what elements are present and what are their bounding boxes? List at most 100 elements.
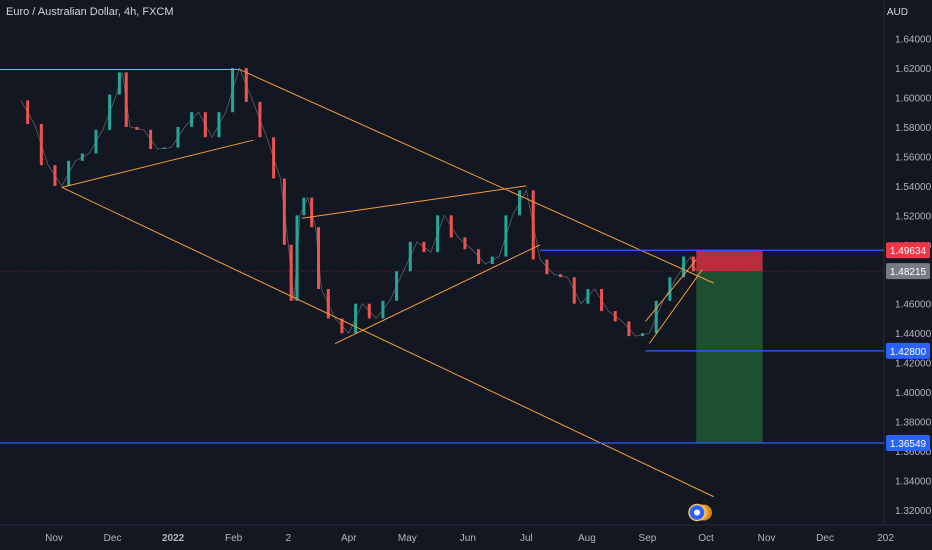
price-candle	[295, 215, 299, 301]
y-tick-label: 1.32000	[895, 506, 932, 517]
trend-line[interactable]	[648, 269, 703, 344]
x-tick-label: Feb	[225, 533, 243, 544]
y-tick-label: 1.56000	[895, 152, 932, 163]
price-candle	[545, 259, 549, 275]
price-candle	[691, 256, 695, 272]
price-candle	[463, 237, 467, 250]
stop-loss-zone[interactable]	[696, 250, 763, 272]
x-tick-label: Jun	[460, 533, 476, 544]
price-candle	[449, 215, 453, 238]
price-candle	[641, 333, 645, 337]
price-candle	[381, 300, 385, 319]
price-candle	[80, 153, 84, 161]
price-path	[20, 66, 697, 337]
price-candle	[231, 68, 235, 113]
price-label-text: 1.42800	[890, 347, 927, 358]
price-candle	[518, 190, 522, 216]
price-candle	[682, 256, 686, 278]
price-candle	[302, 197, 306, 216]
price-label-box	[886, 434, 930, 451]
currency-label: AUD	[886, 7, 908, 18]
price-label-box	[886, 342, 930, 359]
x-tick-label: Jul	[520, 533, 533, 544]
x-tick-label: Oct	[698, 533, 714, 544]
price-candle	[354, 303, 358, 334]
x-tick-label: Dec	[104, 533, 122, 544]
x-tick-label: 2	[285, 533, 291, 544]
price-candle	[258, 101, 262, 138]
price-candle	[203, 112, 207, 138]
price-label-text: 1.36549	[890, 439, 927, 450]
trend-line[interactable]	[239, 69, 715, 284]
y-tick-label: 1.36000	[895, 447, 932, 458]
trend-line[interactable]	[61, 139, 254, 188]
x-tick-label: Apr	[341, 533, 357, 544]
x-tick-label: Nov	[45, 533, 63, 544]
price-candle	[244, 68, 248, 102]
price-candle	[108, 94, 112, 130]
y-tick-label: 1.46000	[895, 300, 932, 311]
price-candle	[600, 289, 604, 312]
x-tick-label: Dec	[816, 533, 834, 544]
y-tick-label: 1.44000	[895, 329, 932, 340]
price-candle	[559, 274, 563, 278]
price-candle	[586, 289, 590, 304]
x-tick-label: Nov	[758, 533, 776, 544]
trend-line[interactable]	[301, 185, 527, 219]
y-tick-label: 1.60000	[895, 93, 932, 104]
take-profit-zone[interactable]	[696, 271, 763, 443]
y-tick-label: 1.34000	[895, 477, 932, 488]
price-candle	[627, 321, 631, 337]
price-candle	[326, 289, 330, 319]
x-tick-label: 202	[877, 533, 894, 544]
price-candle	[190, 112, 194, 127]
x-tick-label: Sep	[639, 533, 657, 544]
price-candle	[340, 318, 344, 334]
price-candle	[408, 241, 412, 272]
trend-line[interactable]	[645, 259, 697, 322]
price-candle	[272, 137, 276, 179]
price-candle	[477, 249, 481, 264]
price-candle	[531, 190, 535, 260]
y-tick-label: 1.62000	[895, 64, 932, 75]
tradingview-logo-icon	[688, 503, 712, 522]
price-label-box	[886, 263, 930, 280]
price-candle	[217, 112, 221, 138]
price-candle	[39, 123, 43, 166]
price-candle	[395, 271, 399, 301]
price-candle	[422, 241, 426, 253]
price-candle	[668, 277, 672, 301]
price-candle	[26, 100, 30, 124]
y-tick-label: 1.40000	[895, 388, 932, 399]
price-candle	[436, 215, 440, 253]
y-tick-label: 1.42000	[895, 359, 932, 370]
price-candle	[149, 129, 153, 150]
price-candle	[490, 256, 494, 264]
y-tick-label: 1.52000	[895, 211, 932, 222]
price-candle	[162, 147, 166, 150]
price-label-box	[886, 242, 930, 259]
price-candle	[53, 165, 57, 186]
y-tick-label: 1.58000	[895, 123, 932, 134]
price-candle	[124, 72, 128, 127]
trend-line[interactable]	[61, 186, 715, 498]
price-candle	[367, 303, 371, 319]
y-tick-label: 1.64000	[895, 35, 932, 46]
x-tick-label: 2022	[162, 533, 185, 544]
trend-line[interactable]	[334, 244, 541, 344]
price-candle	[654, 300, 658, 334]
x-tick-label: May	[398, 533, 417, 544]
price-candle	[310, 197, 314, 228]
price-candle	[572, 277, 576, 304]
price-label-text: 1.49634	[890, 246, 927, 257]
price-candle	[117, 72, 121, 95]
price-candle	[67, 160, 71, 186]
price-candle	[176, 126, 180, 148]
price-candle	[135, 126, 139, 130]
y-tick-label: 1.54000	[895, 182, 932, 193]
chart-title: Euro / Australian Dollar, 4h, FXCM	[6, 6, 174, 18]
price-candle	[289, 244, 293, 301]
price-candle	[613, 311, 617, 322]
x-tick-label: Aug	[578, 533, 596, 544]
